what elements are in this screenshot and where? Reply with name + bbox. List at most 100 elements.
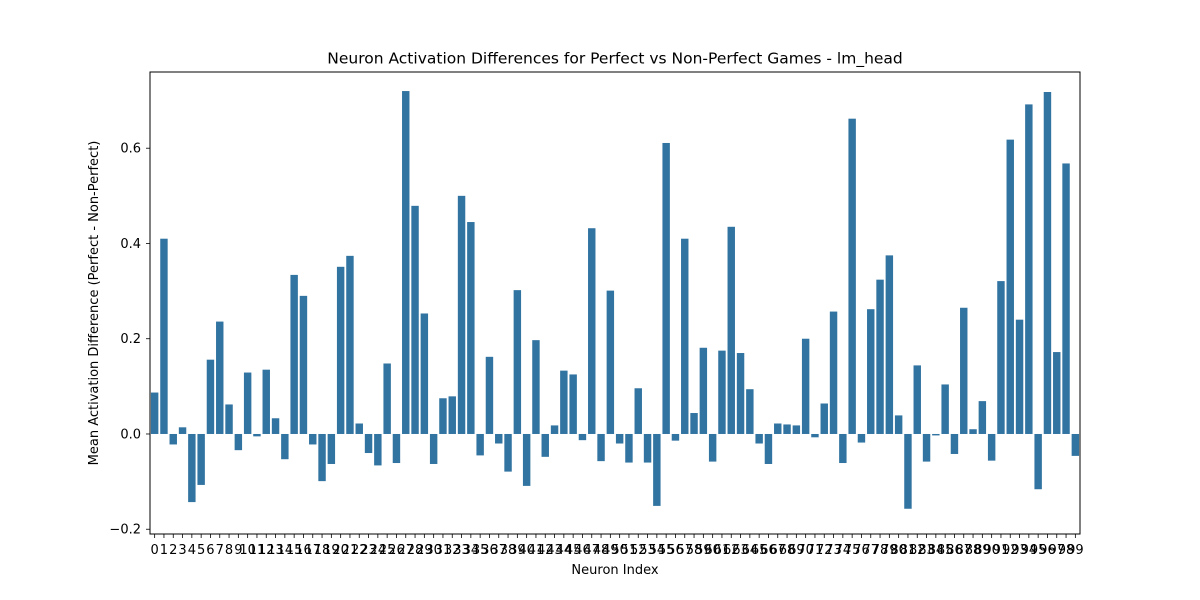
bar-neuron-76: [857, 433, 866, 443]
bar-neuron-93: [1015, 319, 1024, 434]
bar-neuron-83: [922, 433, 931, 462]
x-tick-label: 53: [639, 543, 656, 558]
bar-neuron-91: [997, 281, 1005, 434]
x-tick-label: 11: [249, 543, 266, 558]
x-tick-label: 68: [779, 543, 796, 558]
bar-neuron-19: [327, 433, 336, 464]
x-tick-label: 40: [518, 543, 535, 558]
bar-neuron-57: [681, 238, 689, 434]
x-tick-label: 10: [239, 543, 256, 558]
bar-neuron-51: [625, 433, 633, 463]
x-tick-label: 77: [862, 543, 879, 558]
x-tick-label: 88: [965, 543, 982, 558]
bar-neuron-10: [243, 372, 252, 434]
x-tick-label: 91: [993, 543, 1010, 558]
x-tick-label: 61: [714, 543, 731, 558]
bar-neuron-21: [346, 255, 354, 434]
bar-neuron-23: [364, 433, 373, 454]
x-tick-label: 92: [1002, 543, 1019, 558]
bar-neuron-3: [178, 427, 187, 434]
bar-neuron-67: [774, 423, 782, 434]
bar-neuron-73: [829, 311, 838, 434]
bar-neuron-0: [150, 392, 159, 434]
x-tick-label: 3: [178, 543, 186, 558]
bar-neuron-20: [336, 266, 345, 434]
x-tick-label: 52: [630, 543, 647, 558]
bar-neuron-58: [690, 413, 698, 434]
x-tick-label: 35: [472, 543, 489, 558]
bar-neuron-14: [281, 433, 289, 460]
bar-neuron-70: [801, 338, 810, 434]
x-tick-label: 75: [844, 543, 861, 558]
x-tick-label: 85: [937, 543, 954, 558]
x-tick-label: 5: [197, 543, 205, 558]
x-tick-label: 70: [797, 543, 814, 558]
x-tick-label: 55: [658, 543, 675, 558]
bar-neuron-92: [1006, 139, 1014, 434]
x-tick-label: 60: [704, 543, 721, 558]
bar-neuron-34: [467, 222, 475, 434]
bar-neuron-12: [262, 369, 270, 434]
bar-neuron-7: [216, 321, 224, 434]
bar-neuron-18: [318, 433, 326, 482]
bar-neuron-4: [188, 433, 196, 503]
x-tick-label: 32: [444, 543, 461, 558]
y-tick-label: 0.0: [120, 427, 141, 442]
x-tick-label: 66: [760, 543, 777, 558]
x-tick-label: 33: [453, 543, 470, 558]
x-tick-label: 89: [974, 543, 991, 558]
bar-neuron-29: [420, 313, 429, 434]
x-tick-label: 98: [1058, 543, 1075, 558]
x-tick-label: 14: [277, 543, 294, 558]
bar-neuron-59: [699, 347, 708, 434]
bar-neuron-37: [495, 433, 503, 444]
bar-neuron-72: [820, 403, 828, 434]
x-tick-label: 73: [825, 543, 842, 558]
plot-frame: [149, 71, 1081, 535]
bar-neuron-55: [662, 142, 670, 434]
x-tick-label: 19: [323, 543, 340, 558]
x-tick-label: 27: [397, 543, 414, 558]
x-tick-label: 79: [881, 543, 898, 558]
x-tick-label: 8: [225, 543, 233, 558]
bar-neuron-13: [271, 418, 280, 434]
x-tick-label: 74: [835, 543, 852, 558]
bar-neuron-40: [522, 433, 531, 486]
bar-neuron-85: [941, 384, 949, 434]
x-tick-label: 72: [816, 543, 833, 558]
bar-neuron-98: [1062, 163, 1070, 434]
bar-neuron-77: [867, 309, 875, 434]
bar-neuron-88: [969, 429, 977, 434]
bar-neuron-56: [671, 433, 680, 441]
x-tick-label: 23: [360, 543, 377, 558]
y-tick-label: −0.2: [109, 523, 141, 538]
x-tick-label: 1: [160, 543, 168, 558]
x-tick-label: 22: [351, 543, 368, 558]
x-tick-label: 67: [769, 543, 786, 558]
bar-neuron-8: [225, 404, 233, 434]
bar-neuron-54: [653, 433, 661, 506]
bar-neuron-82: [913, 365, 921, 434]
x-tick-label: 80: [890, 543, 907, 558]
x-tick-label: 81: [900, 543, 917, 558]
x-tick-label: 82: [909, 543, 926, 558]
x-tick-label: 87: [955, 543, 972, 558]
x-tick-label: 71: [807, 543, 824, 558]
x-tick-label: 94: [1021, 543, 1038, 558]
bar-neuron-44: [560, 370, 568, 434]
x-tick-label: 15: [286, 543, 303, 558]
bar-neuron-36: [485, 356, 494, 434]
x-tick-label: 78: [872, 543, 889, 558]
bar-neuron-45: [569, 374, 577, 434]
x-tick-label: 95: [1030, 543, 1047, 558]
x-tick-label: 47: [583, 543, 600, 558]
x-tick-label: 50: [611, 543, 628, 558]
bar-neuron-75: [848, 118, 856, 434]
x-tick-label: 26: [388, 543, 405, 558]
x-tick-label: 90: [983, 543, 1000, 558]
x-tick-label: 25: [379, 543, 396, 558]
bar-neuron-78: [876, 279, 884, 434]
bar-neuron-95: [1034, 433, 1042, 490]
bar-neuron-69: [792, 425, 801, 434]
x-tick-label: 58: [686, 543, 703, 558]
